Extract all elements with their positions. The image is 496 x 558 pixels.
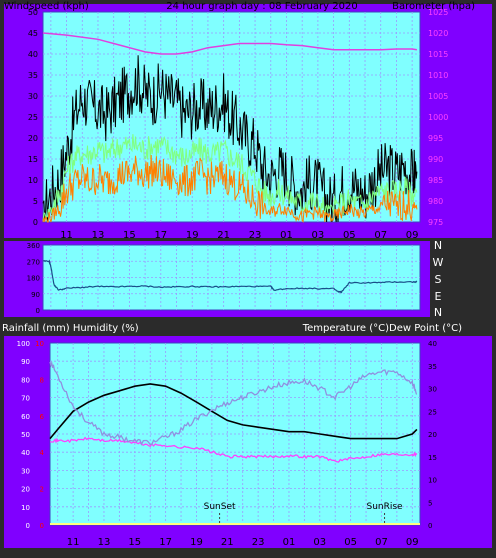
humidity-y-tick-label: 40 [21,449,30,457]
humidity-y-tick-label: 20 [21,486,30,494]
temp-y-tick-label: 30 [428,386,437,394]
temp-x-tick-label: 15 [128,537,141,548]
temp-x-tick-label: 13 [98,537,111,548]
humidity-y-tick-label: 30 [21,467,30,475]
humidity-y-tick-label: 70 [21,395,30,403]
compass-label: E [435,290,442,303]
direction-y-tick-label: 180 [27,275,40,283]
barometer-y-tick-label: 985 [428,176,443,185]
direction-y-tick-label: 270 [27,258,40,266]
series-barometer-line [42,32,418,55]
wind-y-tick-label: 45 [28,29,38,38]
rain-y-tick-label: 0 [40,522,44,530]
windspeed-axis-label: Windspeed (kph) [4,1,89,12]
wind-y-tick-label: 25 [28,113,38,122]
temp-x-tick-label: 05 [344,537,357,548]
series-humidity-line [49,360,418,446]
temp-x-tick-label: 03 [313,537,326,548]
wind-y-tick-label: 40 [28,50,38,59]
wind-x-tick-label: 05 [343,230,356,241]
barometer-y-tick-label: 980 [428,197,443,206]
barometer-y-tick-label: 1000 [428,113,448,122]
barometer-y-tick-label: 1010 [428,71,448,80]
chart-title: 24 hour graph day : 08 February 2020 [166,1,357,12]
series-wind_min-line [42,154,418,223]
compass-label: N [434,239,442,252]
temp-y-tick-label: 5 [428,499,432,507]
temp-y-tick-label: 40 [428,340,437,348]
wind-y-tick-label: 50 [28,8,38,17]
humidity-y-tick-label: 100 [17,340,30,348]
barometer-y-tick-label: 1020 [428,29,448,38]
rain-y-tick-label: 2 [40,486,44,494]
temp-x-tick-label: 21 [221,537,234,548]
wind-x-tick-label: 01 [280,230,293,241]
humidity-y-tick-label: 10 [21,504,30,512]
wind-y-tick-label: 5 [33,197,38,206]
direction-y-tick-label: 0 [36,307,40,315]
compass-label: N [434,306,442,319]
temp-dewpoint-axis-label: Temperature (°C)Dew Point (°C) [302,323,462,334]
wind-y-tick-label: 0 [33,218,38,227]
temp-x-tick-label: 17 [159,537,172,548]
series-temperature-line [49,383,418,440]
wind-y-tick-label: 30 [28,92,38,101]
temp-y-tick-label: 35 [428,363,437,371]
barometer-y-tick-label: 1005 [428,92,448,101]
temp-x-tick-label: 19 [190,537,203,548]
wind-x-tick-label: 19 [186,230,199,241]
barometer-y-tick-label: 990 [428,155,443,164]
temp-x-tick-label: 07 [375,537,388,548]
rain-humidity-axis-label: Rainfall (mm) Humidity (%) [2,323,139,334]
wind-x-tick-label: 15 [123,230,136,241]
wind-x-tick-label: 03 [312,230,325,241]
wind-x-tick-label: 21 [217,230,230,241]
barometer-y-tick-label: 1015 [428,50,448,59]
temp-y-tick-label: 15 [428,454,437,462]
temp-x-tick-label: 09 [406,537,419,548]
rain-y-tick-label: 8 [40,376,44,384]
humidity-y-tick-label: 60 [21,413,30,421]
sunset-label: SunSet [204,502,236,512]
wind-y-tick-label: 10 [28,176,38,185]
wind-y-tick-label: 15 [28,155,38,164]
compass-label: W [433,256,444,269]
series-dewpoint-line [50,436,418,463]
rain-y-tick-label: 4 [40,449,45,457]
wind-y-tick-label: 35 [28,71,38,80]
temp-y-tick-label: 10 [428,477,437,485]
wind-x-tick-label: 13 [92,230,105,241]
barometer-y-tick-label: 1025 [428,8,448,17]
direction-y-tick-label: 90 [31,291,40,299]
wind-x-tick-label: 09 [406,230,419,241]
temp-y-tick-label: 0 [428,522,432,530]
temp-y-tick-label: 20 [428,431,437,439]
temp-x-tick-label: 11 [67,537,80,548]
series-wind_avg-line [42,134,418,222]
temp-x-tick-label: 23 [252,537,265,548]
sunrise-label: SunRise [366,502,403,512]
wind-x-tick-label: 23 [249,230,262,241]
humidity-y-tick-label: 90 [21,358,30,366]
rain-y-tick-label: 10 [35,340,44,348]
wind-x-tick-label: 07 [374,230,387,241]
wind-x-tick-label: 17 [154,230,167,241]
barometer-y-tick-label: 975 [428,218,443,227]
series-wind_max-line [42,55,418,223]
direction-y-tick-label: 360 [27,242,40,250]
series-direction-line [42,259,418,294]
rain-y-tick-label: 6 [40,413,45,421]
temp-y-tick-label: 25 [428,408,437,416]
barometer-axis-label: Barometer (hpa) [392,1,475,12]
compass-label: S [435,273,442,286]
wind-y-tick-label: 20 [28,134,38,143]
wind-x-tick-label: 11 [60,230,73,241]
humidity-y-tick-label: 50 [21,431,30,439]
humidity-y-tick-label: 0 [26,522,30,530]
barometer-y-tick-label: 995 [428,134,443,143]
temp-x-tick-label: 01 [283,537,296,548]
humidity-y-tick-label: 80 [21,376,30,384]
